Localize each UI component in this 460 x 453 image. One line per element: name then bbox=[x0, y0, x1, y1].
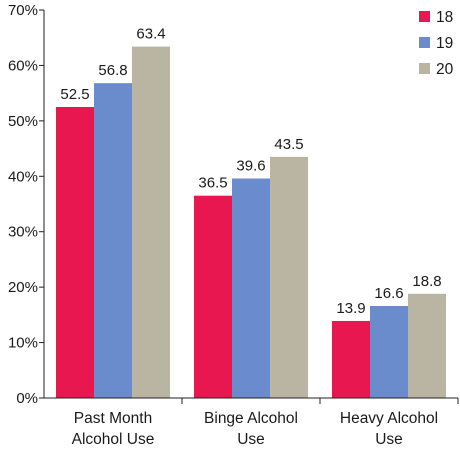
data-label: 18.8 bbox=[412, 273, 441, 290]
y-tick-label: 50% bbox=[8, 113, 38, 130]
y-tick-label: 40% bbox=[8, 168, 38, 185]
x-category-label: Past Month Alcohol Use bbox=[72, 410, 155, 448]
legend-swatch bbox=[419, 11, 430, 22]
data-label: 63.4 bbox=[136, 26, 165, 43]
y-axis: 0% 10% 20% 30% 40% 50% 60% 70% bbox=[8, 2, 45, 407]
data-label: 36.5 bbox=[198, 175, 227, 192]
bar-18-0 bbox=[56, 107, 94, 398]
x-category-label: Heavy Alcohol Use bbox=[340, 410, 438, 448]
data-label: 56.8 bbox=[98, 62, 127, 79]
bar-19-1 bbox=[232, 178, 270, 398]
data-label: 52.5 bbox=[60, 86, 89, 103]
legend-label: 18 bbox=[436, 9, 453, 26]
y-tick-label: 10% bbox=[8, 335, 38, 352]
bar-19-0 bbox=[94, 83, 132, 398]
legend-swatch bbox=[419, 37, 430, 48]
y-tick-label: 30% bbox=[8, 224, 38, 241]
legend-label: 19 bbox=[436, 35, 453, 52]
y-tick-label: 60% bbox=[8, 57, 38, 74]
y-tick-label: 70% bbox=[8, 2, 38, 19]
y-tick-label: 0% bbox=[16, 390, 38, 407]
bars bbox=[56, 46, 446, 398]
bar-18-1 bbox=[194, 195, 232, 398]
data-labels: 52.5 56.8 63.4 36.5 39.6 43.5 13.9 16.6 18.8 bbox=[60, 26, 441, 317]
data-label: 16.6 bbox=[374, 285, 403, 302]
bar-20-0 bbox=[132, 46, 170, 398]
bar-18-2 bbox=[332, 320, 370, 398]
legend-label: 20 bbox=[436, 61, 454, 78]
data-label: 13.9 bbox=[336, 300, 365, 317]
legend: 18 19 20 bbox=[419, 9, 454, 78]
legend-swatch bbox=[419, 63, 430, 74]
bar-20-2 bbox=[408, 293, 446, 398]
bar-19-2 bbox=[370, 305, 408, 398]
x-axis: Past Month Alcohol Use Binge Alcohol Use Hea… bbox=[44, 397, 459, 448]
y-tick-label: 20% bbox=[8, 279, 38, 296]
x-category-label: Binge Alcohol Use bbox=[204, 410, 298, 448]
data-label: 39.6 bbox=[236, 158, 265, 175]
bar-20-1 bbox=[270, 156, 308, 398]
data-label: 43.5 bbox=[274, 136, 303, 153]
